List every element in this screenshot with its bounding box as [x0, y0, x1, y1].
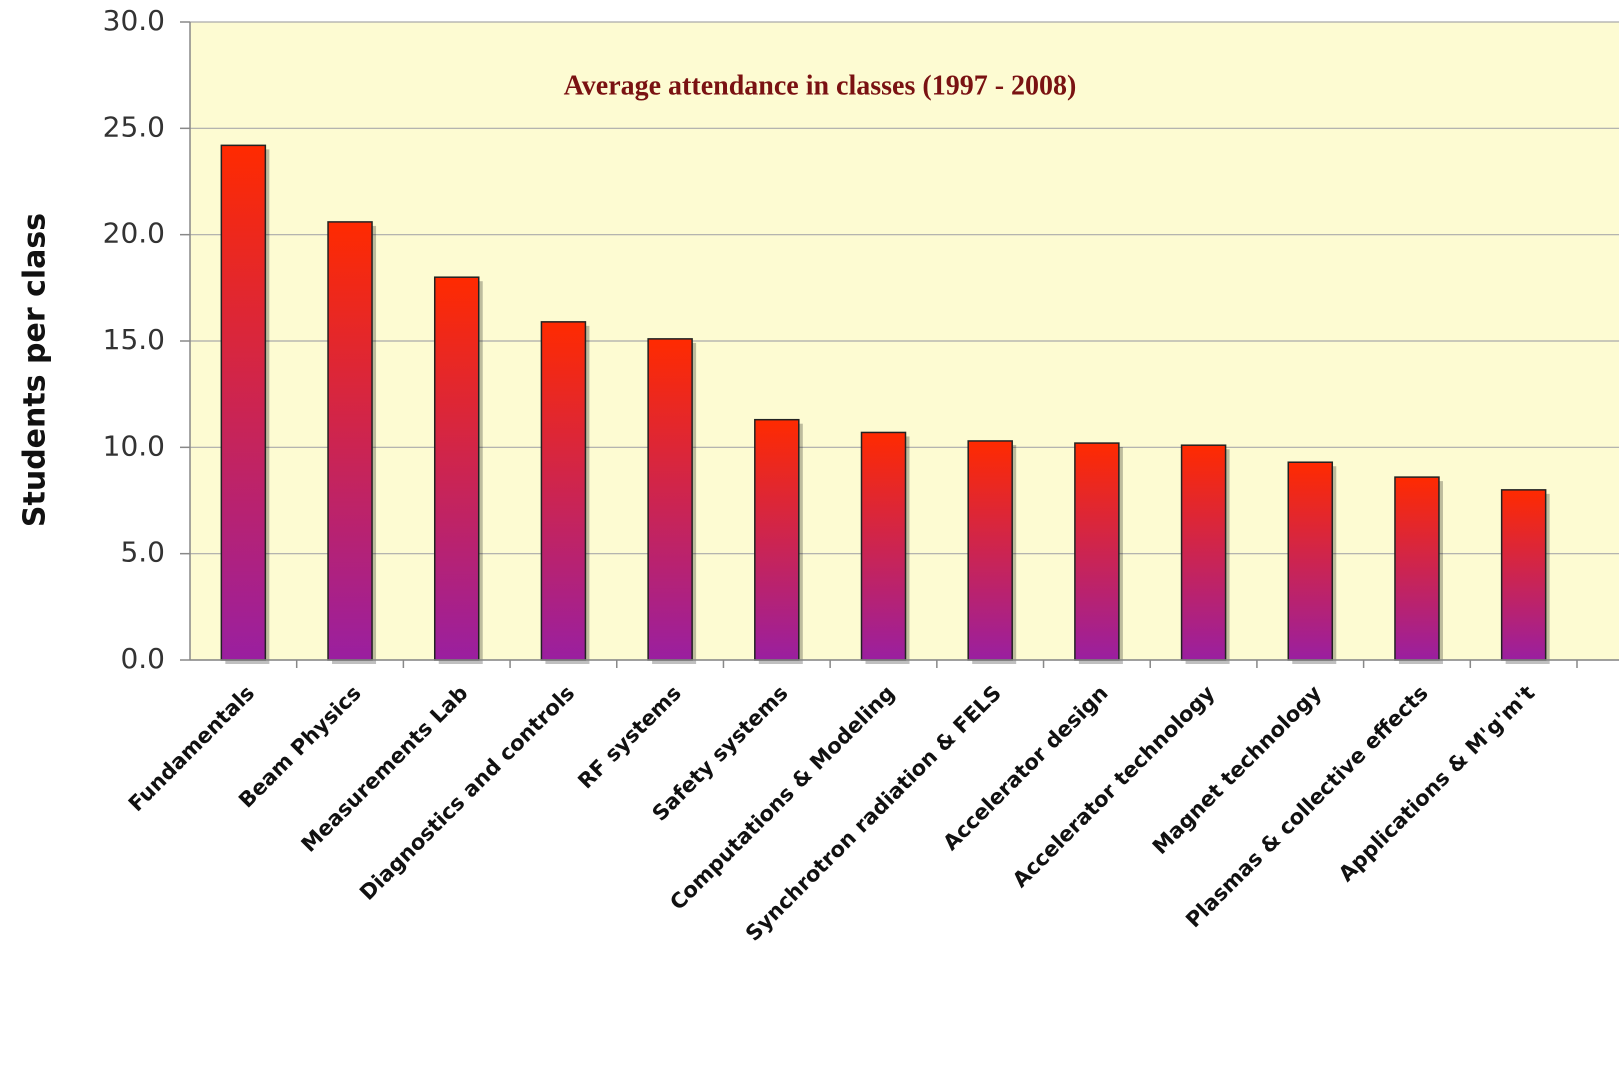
- x-tick-label: Applications & M'g'm't: [1334, 681, 1539, 886]
- y-axis-label: Students per class: [18, 213, 53, 527]
- bar: [967, 440, 1013, 661]
- chart-title: Average attendance in classes (1997 - 20…: [564, 70, 1077, 101]
- y-tick-label: 0.0: [120, 642, 165, 675]
- bar: [1287, 461, 1334, 661]
- x-tick-label: Accelerator technology: [1008, 681, 1220, 893]
- y-tick-label: 25.0: [103, 110, 165, 143]
- bar: [433, 276, 480, 661]
- x-tick-label: Computations & Modeling: [665, 681, 899, 915]
- x-tick-label: RF systems: [573, 681, 686, 794]
- y-tick-label: 10.0: [103, 429, 165, 462]
- bar: [540, 321, 587, 661]
- bar: [860, 431, 907, 661]
- bar: [647, 338, 693, 661]
- y-tick-label: 30.0: [103, 4, 165, 37]
- y-tick-label: 20.0: [103, 217, 165, 250]
- bar: [1500, 489, 1547, 661]
- y-tick-label: 5.0: [120, 536, 165, 569]
- bar: [1074, 442, 1120, 661]
- bar: [327, 221, 373, 661]
- bar: [220, 144, 267, 661]
- bar: [754, 418, 800, 661]
- bar: [1180, 444, 1227, 661]
- x-tick-label: Diagnostics and controls: [355, 681, 579, 905]
- bar: [1394, 476, 1440, 661]
- y-tick-label: 15.0: [103, 323, 165, 356]
- x-tick-label: Plasmas & collective effects: [1181, 681, 1433, 933]
